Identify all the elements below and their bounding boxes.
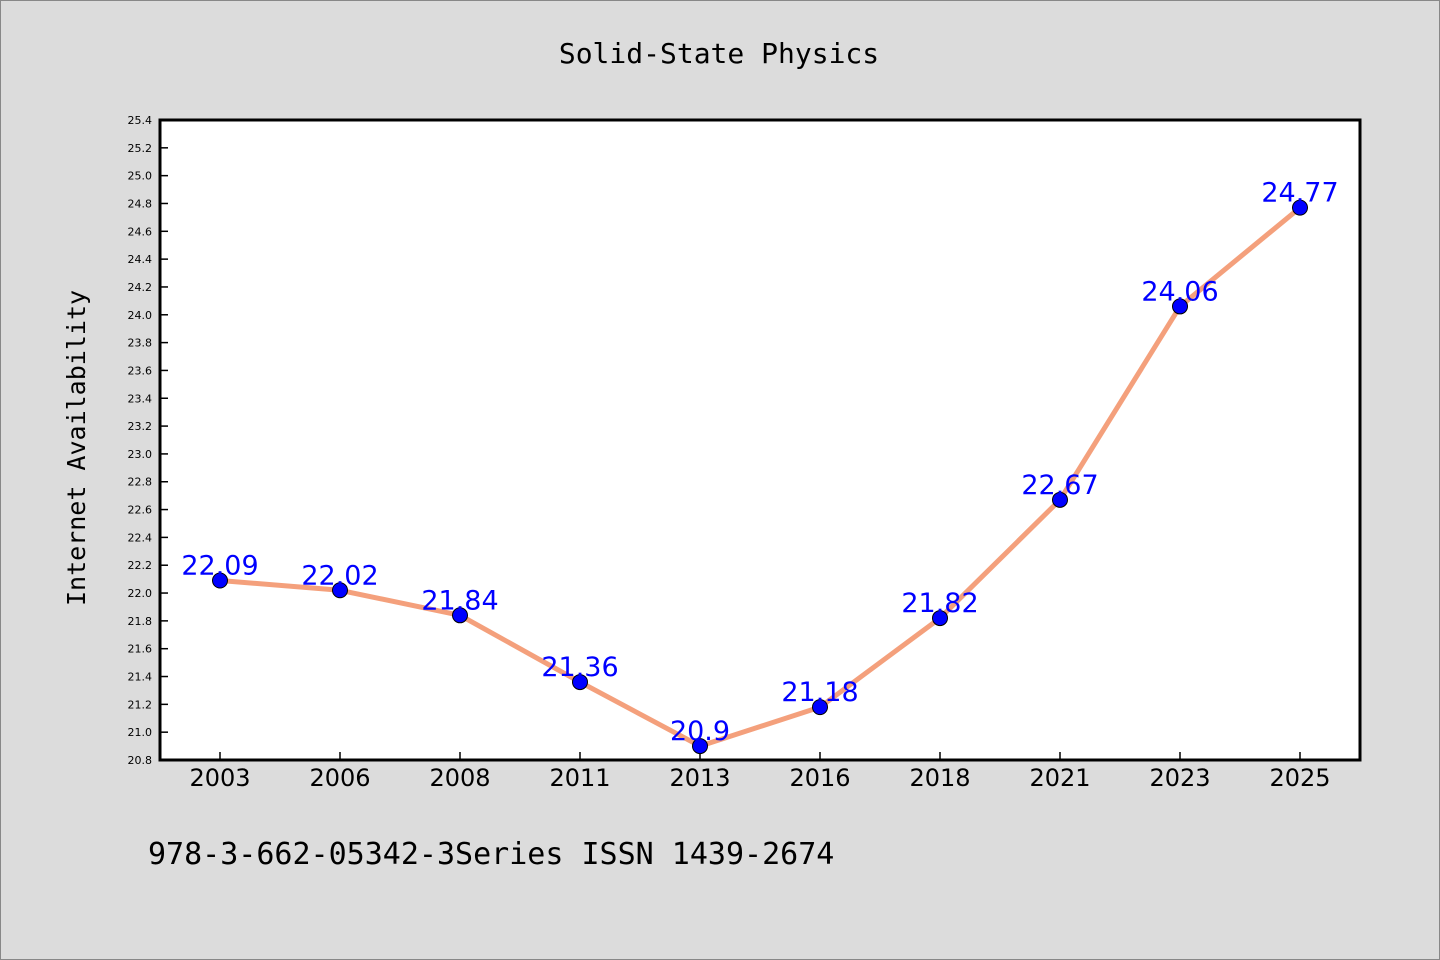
data-label-2008: 21.84 [421,585,498,616]
data-label-2006: 22.02 [301,560,378,591]
data-point-2018 [932,610,948,627]
y-tick-label: 23.8 [128,337,153,350]
data-label-2021: 22.67 [1021,470,1098,501]
data-point-2016 [812,699,828,716]
y-tick-label: 24.2 [128,281,153,294]
data-point-2008 [452,607,468,624]
data-point-2013 [692,738,708,755]
y-tick-label: 22.0 [128,587,153,600]
x-tick-label: 2021 [1029,764,1090,792]
x-tick-label: 2023 [1149,764,1210,792]
y-tick-label: 21.4 [128,671,153,684]
y-tick-label: 21.6 [128,643,153,656]
data-labels: 22.09 22.02 21.84 21.36 20.9 21.18 21.82 22.67 2… [181,178,1338,747]
x-tick-label: 2008 [429,764,490,792]
data-point-2003 [212,572,228,589]
y-tick-label: 24.6 [128,225,153,238]
y-tick-label: 22.6 [128,504,153,517]
y-tick-label: 22.4 [128,531,153,544]
y-tick-label: 21.2 [128,698,153,711]
x-tick-label: 2003 [189,764,250,792]
chart-title: Solid-State Physics [559,37,879,70]
y-tick-label: 25.4 [128,114,153,127]
data-point-2011 [572,674,588,691]
plot-area [158,118,1362,762]
y-tick-label: 25.2 [128,142,153,155]
y-tick-label: 24.0 [128,309,153,322]
data-label-2011: 21.36 [541,652,618,683]
footer-text: 978-3-662-05342-3Series ISSN 1439-2674 [148,837,834,872]
x-tick-label: 2006 [309,764,370,792]
data-point-2021 [1052,491,1068,508]
y-tick-label: 23.0 [128,448,153,461]
data-point-2023 [1172,298,1188,315]
data-points [212,199,1308,755]
series-line [217,205,1303,749]
y-tick-label: 23.6 [128,364,153,377]
y-tick-label: 21.0 [128,726,153,739]
data-point-2025 [1292,199,1308,216]
y-tick-label: 23.2 [128,420,153,433]
data-point-2006 [332,582,348,599]
y-tick-label: 25.0 [128,170,153,183]
y-axis: 20.8 21.0 21.2 21.4 21.6 21.8 22.0 22.2 22.4 22.6… [128,114,168,767]
data-label-2016: 21.18 [781,677,858,708]
x-axis: 2003 2006 2008 2011 2013 2016 2018 2021 2023 2025 [189,752,1331,792]
y-tick-label: 24.8 [128,197,153,210]
data-label-2003: 22.09 [181,551,258,582]
x-tick-label: 2016 [789,764,850,792]
y-tick-label: 24.4 [128,253,153,266]
x-tick-label: 2011 [549,764,610,792]
x-tick-label: 2013 [669,764,730,792]
x-tick-label: 2025 [1269,764,1330,792]
data-label-2013: 20.9 [670,716,730,747]
y-tick-label: 21.8 [128,615,153,628]
y-tick-label: 23.4 [128,392,153,405]
data-label-2023: 24.06 [1141,276,1218,307]
y-tick-label: 22.8 [128,476,153,489]
x-tick-label: 2018 [909,764,970,792]
y-tick-label: 22.2 [128,559,153,572]
data-label-2018: 21.82 [901,588,978,619]
y-tick-label: 20.8 [128,754,153,767]
data-label-2025: 24.77 [1261,178,1338,209]
y-axis-label: Internet Availability [62,290,91,606]
